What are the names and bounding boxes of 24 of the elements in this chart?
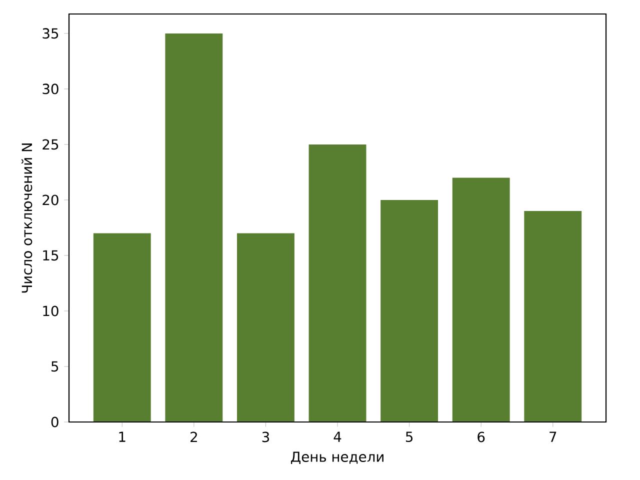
x-tick-label: 6 [478,432,485,442]
y-tick-label: 10 [43,306,58,316]
bar [308,144,366,422]
x-tick-label: 7 [550,432,556,442]
y-tick-label: 35 [42,28,58,39]
y-axis-title: Число отключений N [21,144,32,293]
x-tick-label: 4 [334,432,342,442]
y-tick-label: 15 [43,250,58,261]
bar [236,233,294,422]
bar [524,211,582,422]
bar [93,233,151,422]
bar [165,33,223,422]
x-tick-label: 1 [119,432,126,442]
bar [380,200,438,422]
y-tick-label: 25 [42,139,58,150]
x-tick-label: 3 [262,432,270,442]
y-tick-label: 0 [51,416,58,428]
x-tick-label: 2 [190,432,197,442]
y-tick-label: 20 [42,194,58,206]
y-tick-label: 5 [52,361,58,372]
x-tick-label: 5 [406,432,412,442]
y-tick-label: 30 [42,84,58,94]
x-axis-title: День недели [290,452,384,464]
bar [452,178,510,422]
